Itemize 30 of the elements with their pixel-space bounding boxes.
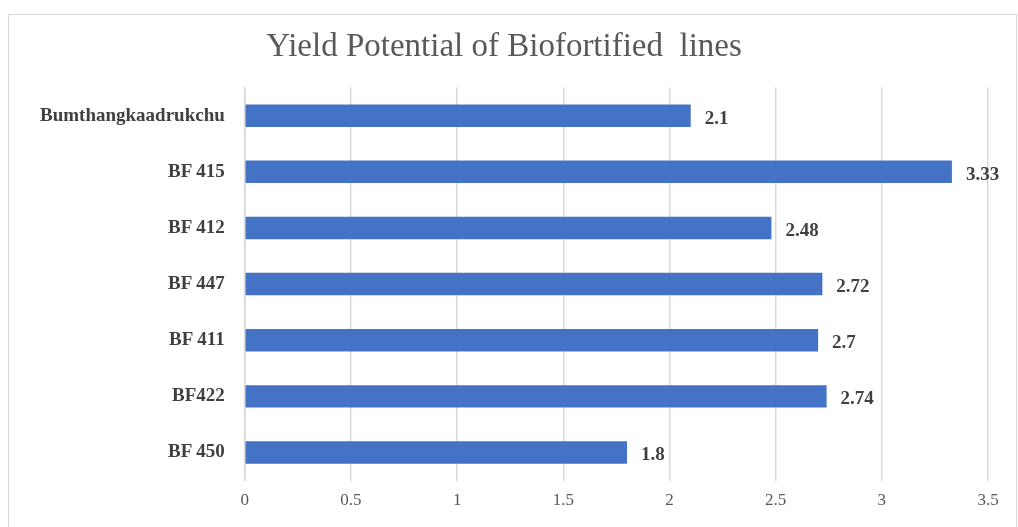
y-tick-label: Bumthangkaadrukchu	[40, 103, 226, 125]
data-label: 2.1	[704, 106, 729, 128]
data-label: 2.48	[785, 218, 819, 240]
bar	[245, 216, 772, 240]
x-tick-label: 2.5	[765, 490, 787, 510]
y-tick-label: BF 450	[167, 440, 225, 462]
y-tick-label: BF 447	[167, 272, 226, 294]
bar	[245, 160, 952, 184]
y-tick-label: BF 412	[167, 215, 225, 237]
x-tick-label: 1	[452, 490, 462, 510]
bar	[245, 272, 823, 296]
data-label: 2.7	[832, 331, 857, 353]
data-label: 3.33	[965, 162, 1000, 184]
bar	[245, 329, 819, 352]
bar	[245, 385, 827, 408]
x-tick-label: 0	[240, 490, 250, 510]
bar	[245, 441, 628, 464]
x-tick-label: 3.5	[977, 490, 999, 510]
data-label: 2.72	[836, 275, 870, 297]
y-tick-label: BF 411	[169, 328, 225, 350]
y-tick-label: BF 415	[167, 159, 225, 181]
data-label: 2.74	[840, 387, 875, 409]
x-tick-label: 2	[665, 490, 674, 510]
x-tick-label: 0.5	[340, 490, 362, 510]
data-label: 1.8	[641, 443, 665, 465]
x-tick-label: 1.5	[552, 490, 574, 510]
y-tick-label: BF422	[172, 384, 225, 406]
bar	[245, 104, 691, 127]
x-tick-label: 3	[877, 490, 887, 510]
chart-title: Yield Potential of Biofortified lines	[266, 27, 742, 64]
